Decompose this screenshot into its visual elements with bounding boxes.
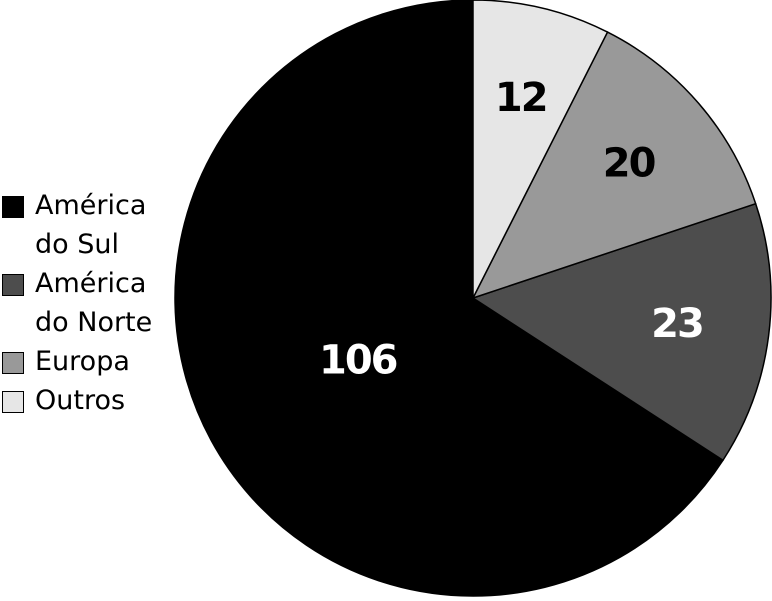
- pie-slice-outros: [472, 0, 609, 299]
- legend-label: Outros: [35, 385, 126, 416]
- legend-label: Europa: [35, 346, 130, 377]
- legend-swatch: [2, 274, 24, 296]
- pie-slice-america-do-sul: [174, 0, 724, 597]
- legend-item-america-do-sul: América do Sul: [0, 186, 172, 264]
- pie-slices: [174, 0, 772, 597]
- legend-swatch: [2, 352, 24, 374]
- legend-item-outros: Outros: [0, 381, 172, 420]
- legend-label: América do Sul: [35, 190, 147, 260]
- data-label-america-do-sul: 106: [319, 338, 397, 384]
- legend-swatch: [2, 196, 24, 218]
- pie-slice-europa: [472, 31, 757, 299]
- legend-item-america-do-norte: América do Norte: [0, 264, 172, 342]
- chart-legend: América do Sul América do Norte Europa Outr…: [0, 186, 172, 420]
- pie-data-labels: 106 23 20 12: [319, 75, 705, 384]
- data-label-outros: 12: [495, 75, 547, 121]
- legend-swatch: [2, 391, 24, 413]
- data-label-america-do-norte: 23: [651, 301, 703, 347]
- data-label-europa: 20: [603, 141, 655, 187]
- pie-slice-america-do-norte: [472, 202, 772, 461]
- legend-item-europa: Europa: [0, 342, 172, 381]
- legend-label: América do Norte: [35, 268, 153, 338]
